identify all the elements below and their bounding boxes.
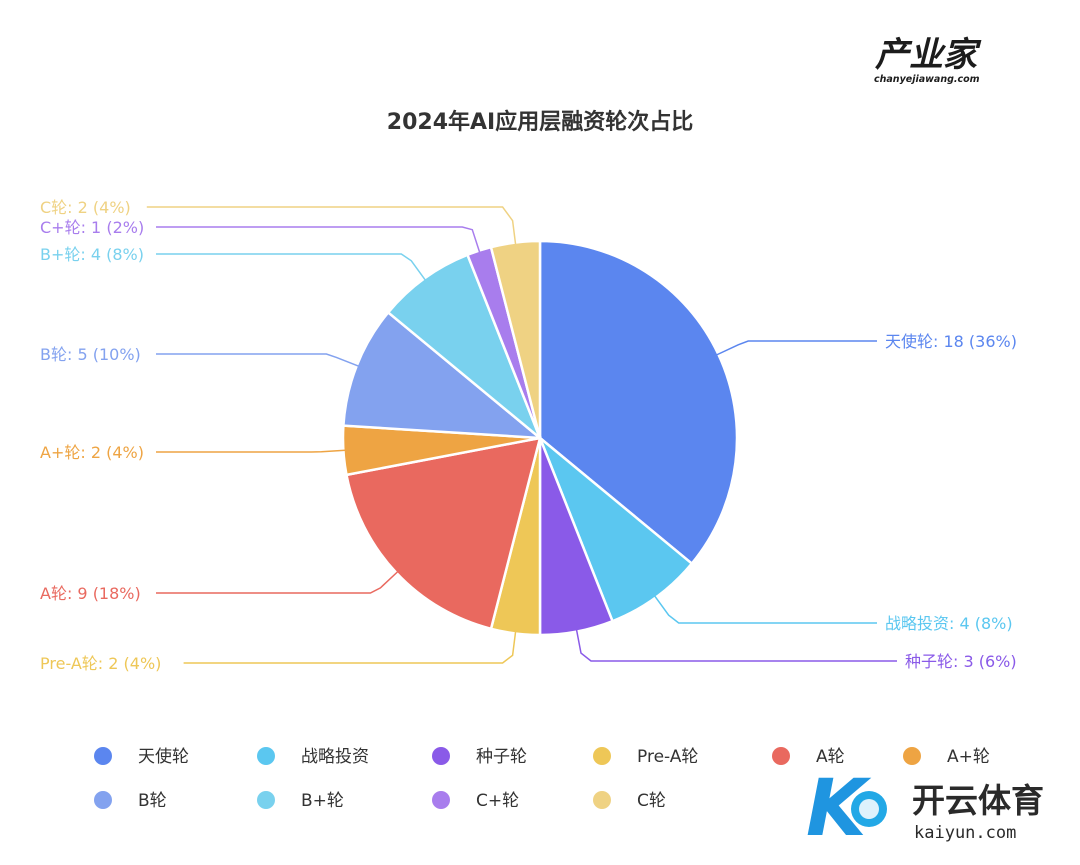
legend-marker-天使轮 <box>94 747 112 765</box>
leader-line-战略投资 <box>653 595 877 624</box>
watermark-logo: K 开云体育 kaiyun.com <box>806 764 1044 854</box>
data-label-战略投资: 战略投资: 4 (8%) <box>885 614 1013 633</box>
leader-line-pre-a轮 <box>183 631 517 664</box>
brand-logo: 产业家 chanyejiawang.com <box>874 35 982 85</box>
brand-name: 产业家 <box>875 35 982 75</box>
legend-label-a-plus轮: A+轮 <box>947 747 990 767</box>
legend-item-c-plus轮: C+轮 <box>432 791 519 811</box>
legend-label-a轮: A轮 <box>816 747 845 767</box>
pie-slices <box>341 239 739 637</box>
legend-label-天使轮: 天使轮 <box>138 746 189 767</box>
chart-title: 2024年AI应用层融资轮次占比 <box>387 109 693 135</box>
legend-item-a-plus轮: A+轮 <box>903 747 990 767</box>
legend-marker-c-plus轮 <box>432 791 450 809</box>
data-label-b轮: B轮: 5 (10%) <box>40 345 141 364</box>
leader-line-c轮 <box>146 206 517 245</box>
leader-line-种子轮 <box>575 629 897 662</box>
leader-line-天使轮 <box>716 340 877 356</box>
legend-item-天使轮: 天使轮 <box>94 746 189 767</box>
data-label-c-plus轮: C+轮: 1 (2%) <box>40 218 144 237</box>
watermark-url: kaiyun.com <box>914 823 1016 843</box>
legend-item-pre-a轮: Pre-A轮 <box>593 747 698 767</box>
data-label-天使轮: 天使轮: 18 (36%) <box>885 332 1017 351</box>
legend-marker-b轮 <box>94 791 112 809</box>
leader-line-a轮 <box>156 570 399 594</box>
legend-label-c-plus轮: C+轮 <box>476 791 519 811</box>
watermark-glyph: K <box>806 764 872 854</box>
legend-label-b轮: B轮 <box>138 791 167 811</box>
pie-labels: 天使轮: 18 (36%) 战略投资: 4 (8%) 种子轮: 3 (6%) Pre-… <box>40 198 1017 673</box>
data-label-c轮: C轮: 2 (4%) <box>40 198 131 217</box>
legend-item-b-plus轮: B+轮 <box>257 791 344 811</box>
legend-label-c轮: C轮 <box>637 791 666 811</box>
legend-marker-a-plus轮 <box>903 747 921 765</box>
legend-item-c轮: C轮 <box>593 791 666 811</box>
legend-label-pre-a轮: Pre-A轮 <box>637 747 698 767</box>
legend-label-b-plus轮: B+轮 <box>301 791 344 811</box>
chart-legend: 天使轮 战略投资 种子轮 Pre-A轮 A轮 A+轮 B轮 B+轮 C+轮 C轮 <box>94 746 990 811</box>
data-label-pre-a轮: Pre-A轮: 2 (4%) <box>40 654 161 673</box>
data-label-b-plus轮: B+轮: 4 (8%) <box>40 245 144 264</box>
brand-url: chanyejiawang.com <box>874 74 980 85</box>
ball-icon-inner <box>859 799 879 819</box>
legend-marker-战略投资 <box>257 747 275 765</box>
leader-line-b-plus轮 <box>156 253 427 281</box>
data-label-a-plus轮: A+轮: 2 (4%) <box>40 443 144 462</box>
legend-item-a轮: A轮 <box>772 747 845 767</box>
legend-marker-pre-a轮 <box>593 747 611 765</box>
leader-line-b轮 <box>156 353 359 367</box>
data-label-a轮: A轮: 9 (18%) <box>40 584 141 603</box>
data-label-种子轮: 种子轮: 3 (6%) <box>905 652 1017 671</box>
legend-item-b轮: B轮 <box>94 791 167 811</box>
watermark-name: 开云体育 <box>912 781 1044 820</box>
leader-line-a-plus轮 <box>156 449 346 453</box>
legend-label-种子轮: 种子轮 <box>476 747 527 767</box>
pie-leader-lines <box>146 206 897 664</box>
legend-marker-b-plus轮 <box>257 791 275 809</box>
legend-marker-c轮 <box>593 791 611 809</box>
legend-marker-种子轮 <box>432 747 450 765</box>
leader-line-c-plus轮 <box>156 226 481 253</box>
legend-item-战略投资: 战略投资 <box>257 747 369 767</box>
legend-label-战略投资: 战略投资 <box>301 747 369 767</box>
legend-item-种子轮: 种子轮 <box>432 747 527 767</box>
legend-marker-a轮 <box>772 747 790 765</box>
